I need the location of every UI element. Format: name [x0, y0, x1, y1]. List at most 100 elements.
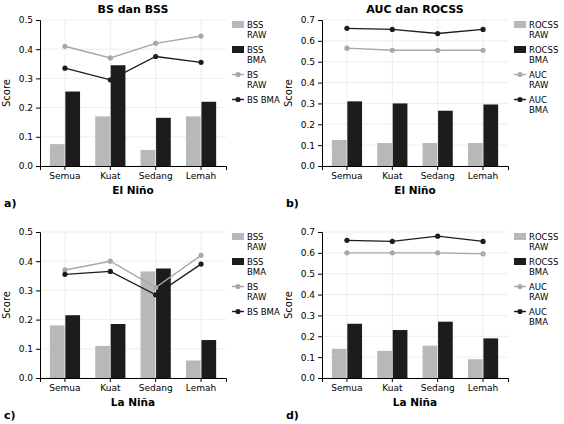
legend-item: BS BMA: [232, 307, 280, 317]
bar: [377, 351, 392, 378]
legend-item: BS BMA: [232, 95, 280, 105]
bar: [483, 104, 498, 166]
tick: Sedang: [139, 166, 173, 181]
legend-swatch: [514, 46, 526, 53]
legend-label: ROCSSRAW: [529, 232, 558, 252]
legend-item: AUCRAW: [514, 70, 549, 90]
legend-label-line: BMA: [247, 267, 266, 277]
panel-label: c): [4, 409, 16, 422]
tick: 0.0: [19, 161, 40, 171]
tick-mark: [36, 166, 40, 167]
y-axis-title: Score: [283, 291, 294, 319]
tick-label: 0.0: [301, 161, 316, 171]
tick: 0.4: [301, 78, 322, 88]
grid-line-y: [40, 20, 226, 21]
tick-label: 0.7: [301, 227, 315, 237]
legend-label-line: BSS: [247, 232, 263, 242]
legend-label-line: ROCSS: [529, 232, 558, 242]
tick: Sedang: [421, 378, 455, 393]
tick-mark: [346, 166, 347, 170]
tick: Kuat: [100, 378, 121, 393]
legend: BSSRAWBSSBMABSRAWBS BMA: [232, 20, 280, 105]
bar: [186, 116, 201, 166]
tick-label: 0.6: [301, 36, 316, 46]
bar: [438, 322, 453, 378]
bar: [141, 150, 156, 166]
bar: [438, 111, 453, 166]
bar-series: [347, 322, 498, 378]
bar: [156, 118, 171, 166]
legend-swatch-marker: [517, 309, 522, 314]
line-series: [62, 253, 203, 290]
legend-label-line: BS: [247, 70, 258, 80]
grid: [322, 232, 508, 378]
tick: 0.1: [301, 141, 322, 151]
marker: [435, 250, 440, 255]
legend-label-line: BMA: [529, 105, 548, 115]
legend-label-line: ROCSS: [529, 20, 558, 30]
tick-label: 0.1: [19, 344, 33, 354]
tick-label: 0.2: [19, 103, 33, 113]
grid-line-y: [40, 49, 226, 50]
tick-label: Kuat: [382, 383, 403, 393]
tick-label: 0.4: [301, 78, 316, 88]
tick-mark: [437, 166, 438, 170]
tick: 0.7: [301, 15, 322, 25]
legend-swatch-marker: [235, 97, 240, 102]
y-axis-title: Score: [1, 291, 12, 319]
tick: 0.2: [301, 120, 322, 130]
legend-label-line: RAW: [247, 242, 267, 252]
legend-label: AUCBMA: [529, 95, 548, 115]
legend-label-line: ROCSS: [529, 45, 558, 55]
tick-mark: [318, 83, 322, 84]
tick-label: 0.0: [19, 373, 34, 383]
tick: 0.3: [19, 74, 40, 84]
grid-line-x: [346, 20, 347, 166]
tick-mark: [318, 378, 322, 379]
tick: 0.4: [19, 45, 40, 55]
marker: [108, 55, 113, 60]
tick-label: Kuat: [382, 171, 403, 181]
line-series: [344, 26, 485, 36]
grid-line-y: [40, 261, 226, 262]
marks: [50, 253, 216, 378]
legend-item: AUCRAW: [514, 282, 549, 302]
tick-mark: [483, 166, 484, 170]
grid-line-y: [322, 273, 508, 274]
tick-label: 0.5: [301, 57, 315, 67]
axis-line: [36, 21, 41, 167]
tick: Kuat: [382, 378, 403, 393]
legend-swatch-marker: [517, 284, 522, 289]
tick: 0.5: [19, 227, 40, 237]
bar-series: [65, 65, 216, 166]
bar-series: [50, 271, 201, 378]
grid-line-y: [40, 232, 226, 233]
tick-mark: [36, 261, 40, 262]
tick-mark: [110, 378, 111, 382]
axis-line: [41, 379, 227, 383]
tick: Lemah: [468, 166, 498, 181]
tick-label: Sedang: [421, 171, 455, 181]
bar-series: [65, 269, 216, 379]
bar: [468, 359, 483, 378]
line: [65, 264, 201, 295]
tick-mark: [437, 378, 438, 382]
tick: Kuat: [100, 166, 121, 181]
tick-mark: [155, 378, 156, 382]
marker: [480, 251, 485, 256]
tick: Semua: [49, 378, 80, 393]
tick-label: Sedang: [139, 383, 173, 393]
tick-label: 0.1: [301, 141, 315, 151]
legend-label: BSSBMA: [247, 257, 266, 277]
tick-mark: [346, 378, 347, 382]
tick: 0.2: [301, 332, 322, 342]
marker: [435, 48, 440, 53]
tick: Lemah: [186, 166, 216, 181]
tick-label: 0.0: [301, 373, 316, 383]
marker: [480, 239, 485, 244]
marker: [390, 239, 395, 244]
line: [347, 236, 483, 241]
marker: [480, 27, 485, 32]
tick-mark: [36, 290, 40, 291]
panel-label: a): [4, 197, 16, 210]
